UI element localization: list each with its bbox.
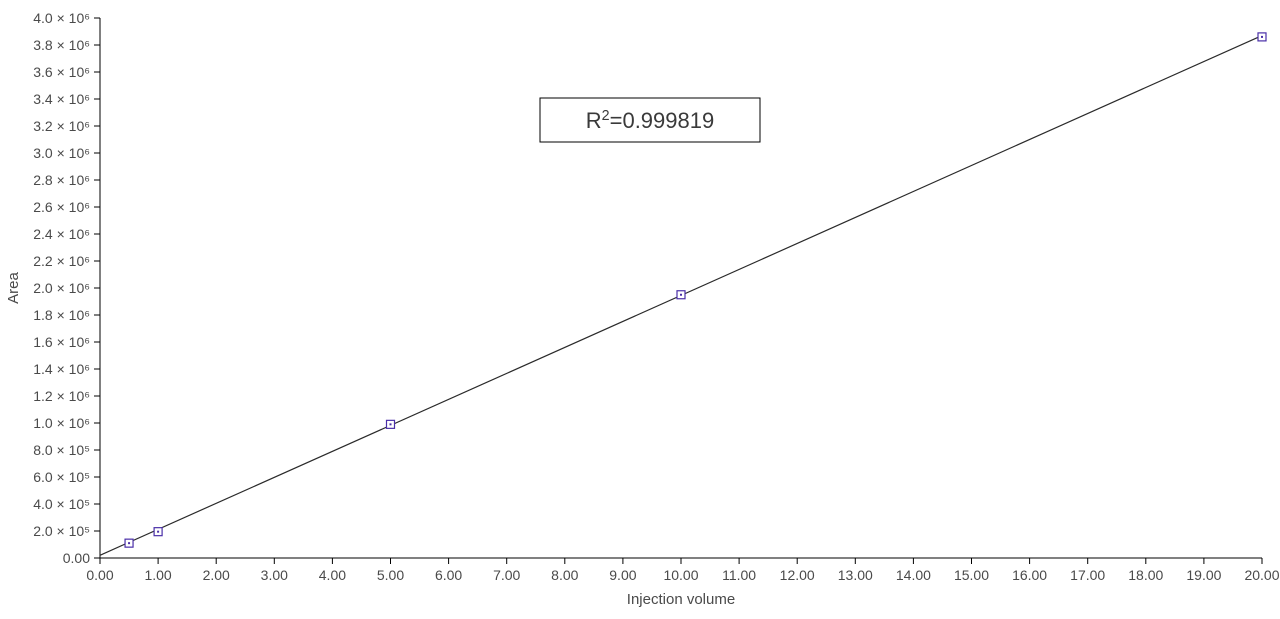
data-point-inner [157, 531, 159, 533]
y-ticks: 0.00 2.0 × 10⁵ 4.0 × 10⁵ 6.0 × 10⁵ 8.0 × 10⁵… [33, 10, 100, 566]
data-point-inner [680, 294, 682, 296]
x-tick-label: 20.00 [1244, 567, 1279, 583]
x-axis-label: Injection volume [627, 591, 735, 608]
x-tick-label: 5.00 [377, 567, 404, 583]
x-tick-label: 13.00 [838, 567, 873, 583]
x-tick-label: 15.00 [954, 567, 989, 583]
y-tick-label: 2.8 × 10⁶ [33, 172, 90, 188]
y-tick-label: 1.4 × 10⁶ [33, 361, 90, 377]
y-tick-label: 4.0 × 10⁵ [33, 496, 90, 512]
x-tick-label: 12.00 [780, 567, 815, 583]
y-tick-label: 3.4 × 10⁶ [33, 91, 90, 107]
y-tick-label: 2.2 × 10⁶ [33, 253, 90, 269]
y-tick-label: 1.2 × 10⁶ [33, 388, 90, 404]
y-tick-label: 2.6 × 10⁶ [33, 199, 90, 215]
y-tick-label: 2.0 × 10⁶ [33, 280, 90, 296]
calibration-chart: 0.00 1.00 2.00 3.00 4.00 5.00 6.00 7.00 8.00 9.00… [0, 0, 1280, 619]
y-tick-label: 2.0 × 10⁵ [33, 523, 90, 539]
x-tick-label: 14.00 [896, 567, 931, 583]
x-tick-label: 0.00 [86, 567, 113, 583]
x-tick-label: 8.00 [551, 567, 578, 583]
x-tick-label: 11.00 [722, 567, 756, 583]
chart-background [0, 0, 1280, 619]
y-tick-label: 0.00 [63, 550, 90, 566]
x-tick-label: 4.00 [319, 567, 346, 583]
x-tick-label: 6.00 [435, 567, 462, 583]
x-tick-label: 18.00 [1128, 567, 1163, 583]
data-point-inner [1261, 36, 1263, 38]
y-tick-label: 3.8 × 10⁶ [33, 37, 90, 53]
data-point-inner [128, 542, 130, 544]
y-tick-label: 1.0 × 10⁶ [33, 415, 90, 431]
y-tick-label: 6.0 × 10⁵ [33, 469, 90, 485]
y-axis-label: Area [5, 272, 22, 304]
x-tick-label: 9.00 [609, 567, 636, 583]
x-tick-label: 3.00 [261, 567, 288, 583]
y-tick-label: 1.8 × 10⁶ [33, 307, 90, 323]
x-tick-label: 2.00 [203, 567, 230, 583]
y-tick-label: 2.4 × 10⁶ [33, 226, 90, 242]
x-tick-label: 10.00 [663, 567, 698, 583]
y-tick-label: 3.6 × 10⁶ [33, 64, 90, 80]
x-tick-label: 1.00 [144, 567, 171, 583]
y-tick-label: 3.2 × 10⁶ [33, 118, 90, 134]
chart-container: 0.00 1.00 2.00 3.00 4.00 5.00 6.00 7.00 8.00 9.00… [0, 0, 1280, 619]
x-tick-label: 19.00 [1186, 567, 1221, 583]
x-tick-label: 16.00 [1012, 567, 1047, 583]
y-tick-label: 3.0 × 10⁶ [33, 145, 90, 161]
y-tick-label: 4.0 × 10⁶ [33, 10, 90, 26]
x-tick-label: 7.00 [493, 567, 520, 583]
data-point-inner [390, 423, 392, 425]
y-tick-label: 1.6 × 10⁶ [33, 334, 90, 350]
x-tick-label: 17.00 [1070, 567, 1105, 583]
y-tick-label: 8.0 × 10⁵ [33, 442, 90, 458]
